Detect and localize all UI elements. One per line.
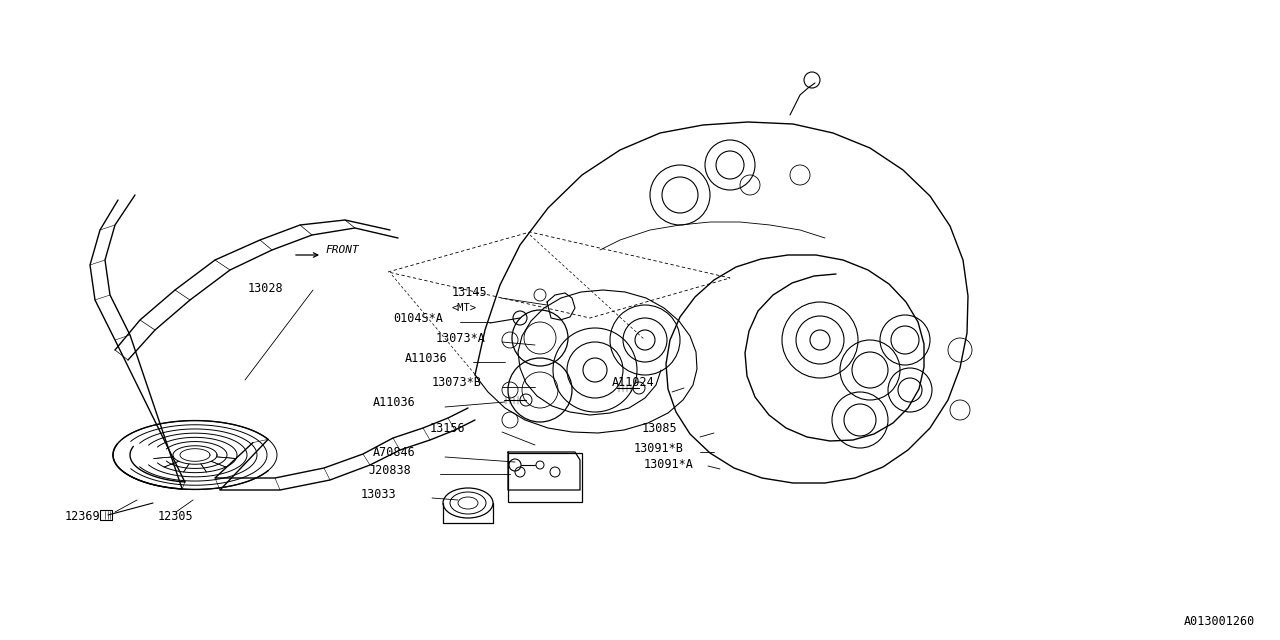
Text: 13156: 13156 xyxy=(430,422,466,435)
Text: 13085: 13085 xyxy=(643,422,677,435)
Text: 13028: 13028 xyxy=(248,282,284,294)
Text: 13033: 13033 xyxy=(361,488,397,500)
Text: 12369: 12369 xyxy=(65,509,101,522)
Text: <MT>: <MT> xyxy=(452,303,477,313)
Text: A013001260: A013001260 xyxy=(1184,615,1254,628)
Text: A11024: A11024 xyxy=(612,376,655,390)
Text: 12305: 12305 xyxy=(157,509,193,522)
Text: J20838: J20838 xyxy=(369,463,411,477)
Text: 13091*B: 13091*B xyxy=(634,442,684,454)
Text: 13073*A: 13073*A xyxy=(436,333,486,346)
Text: 0104S*A: 0104S*A xyxy=(393,312,443,326)
FancyBboxPatch shape xyxy=(100,510,113,520)
Text: A11036: A11036 xyxy=(404,351,448,365)
Text: 13145: 13145 xyxy=(452,287,488,300)
Text: A11036: A11036 xyxy=(372,397,416,410)
FancyBboxPatch shape xyxy=(508,453,582,502)
Text: FRONT: FRONT xyxy=(325,245,358,255)
Text: 13073*B: 13073*B xyxy=(433,376,481,390)
Text: A70846: A70846 xyxy=(372,447,416,460)
Text: 13091*A: 13091*A xyxy=(644,458,694,472)
